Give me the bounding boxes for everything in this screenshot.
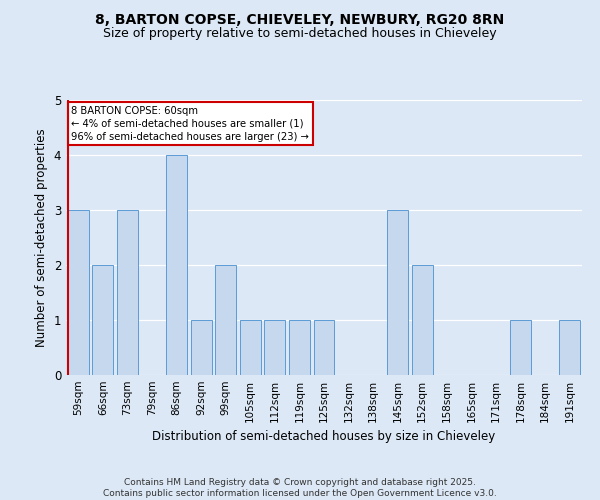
Bar [510, 320, 531, 375]
Text: 8 BARTON COPSE: 60sqm
← 4% of semi-detached houses are smaller (1)
96% of semi-d: 8 BARTON COPSE: 60sqm ← 4% of semi-detac… [71, 106, 309, 142]
Text: 8, BARTON COPSE, CHIEVELEY, NEWBURY, RG20 8RN: 8, BARTON COPSE, CHIEVELEY, NEWBURY, RG2… [95, 12, 505, 26]
Bar [412, 265, 433, 375]
Text: Size of property relative to semi-detached houses in Chieveley: Size of property relative to semi-detach… [103, 28, 497, 40]
Bar [240, 320, 261, 375]
Bar [289, 320, 310, 375]
Y-axis label: Number of semi-detached properties: Number of semi-detached properties [35, 128, 48, 347]
Bar [314, 320, 334, 375]
Bar [559, 320, 580, 375]
Bar [92, 265, 113, 375]
Bar [166, 155, 187, 375]
Bar [117, 210, 138, 375]
X-axis label: Distribution of semi-detached houses by size in Chieveley: Distribution of semi-detached houses by … [152, 430, 496, 444]
Bar [387, 210, 408, 375]
Bar [191, 320, 212, 375]
Bar [265, 320, 286, 375]
Bar [215, 265, 236, 375]
Bar [68, 210, 89, 375]
Text: Contains HM Land Registry data © Crown copyright and database right 2025.
Contai: Contains HM Land Registry data © Crown c… [103, 478, 497, 498]
